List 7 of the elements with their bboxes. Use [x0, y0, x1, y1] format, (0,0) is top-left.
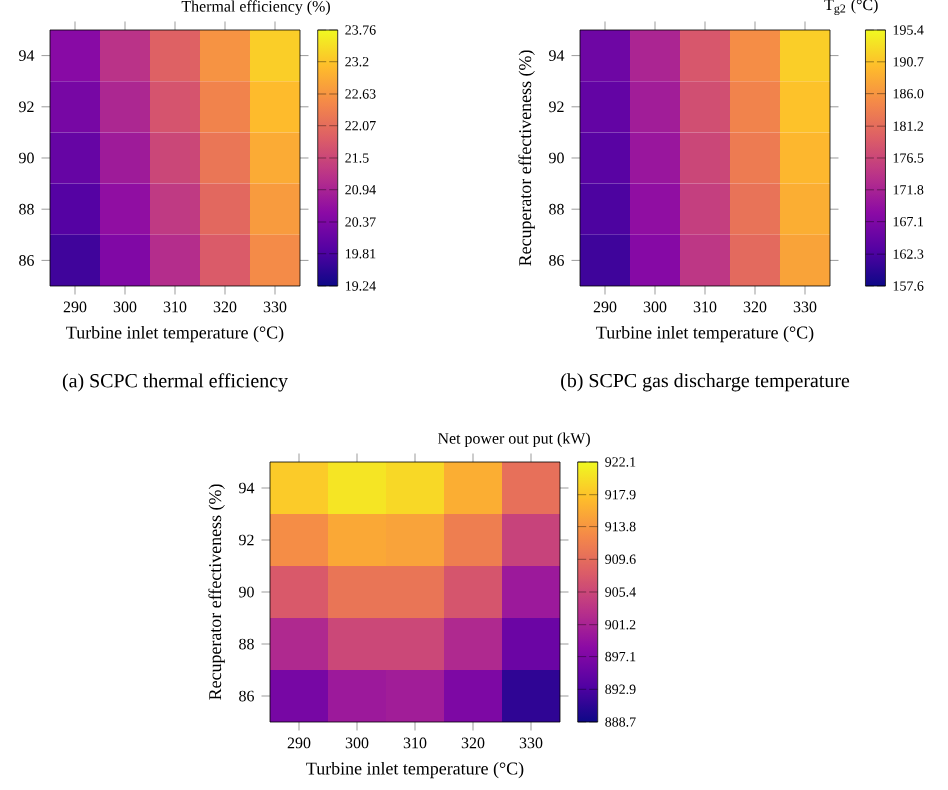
y-axis-title: Recuperator effectiveness (%) [208, 484, 225, 700]
y-axis-title: Recuperator effectiveness (%) [518, 50, 535, 266]
x-axis-title: Turbine inlet temperature (°C) [66, 325, 284, 343]
x-axis-title: Turbine inlet temperature (°C) [306, 761, 524, 779]
text: (b) SCPC gas discharge temperature [561, 373, 850, 392]
x-axis-title: Turbine inlet temperature (°C) [596, 325, 814, 343]
text: (a) SCPC thermal efficiency [62, 373, 288, 392]
